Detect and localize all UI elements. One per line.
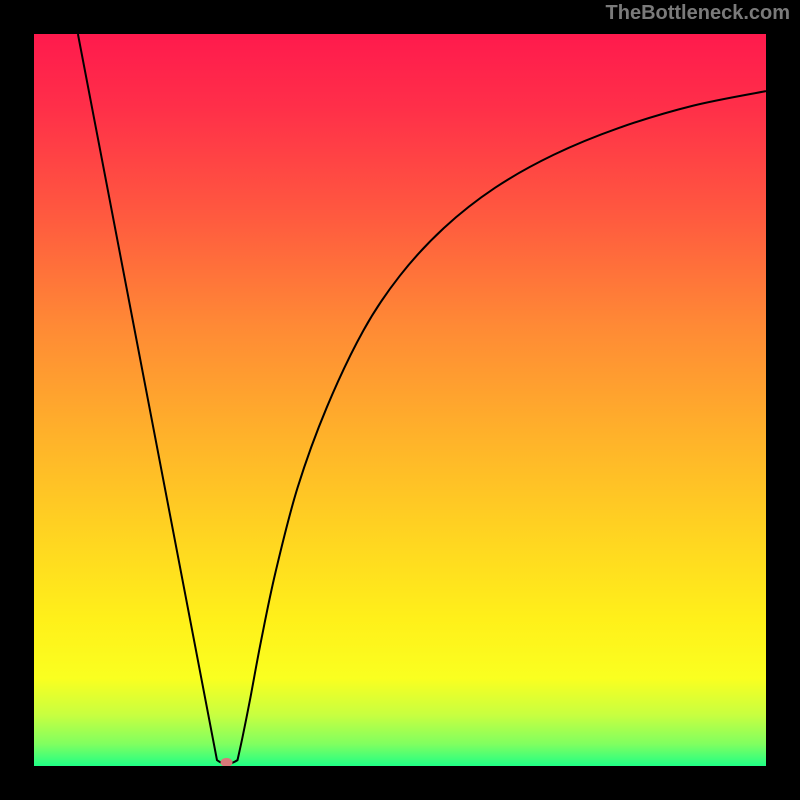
chart-svg — [34, 34, 766, 766]
gradient-background — [34, 34, 766, 766]
plot-area — [34, 34, 766, 766]
watermark-text: TheBottleneck.com — [606, 2, 790, 25]
chart-container: TheBottleneck.com — [0, 0, 800, 800]
